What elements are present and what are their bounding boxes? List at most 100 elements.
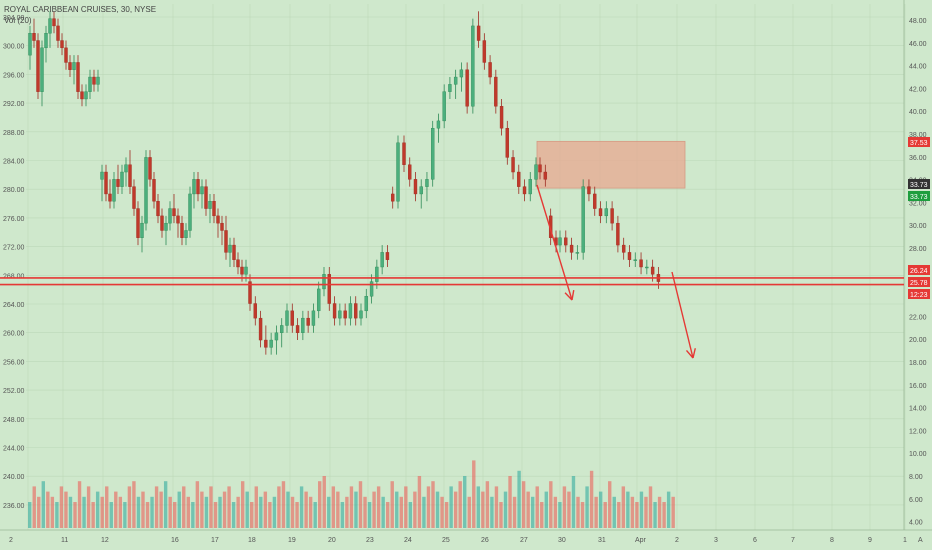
x-axis-tick: 9 bbox=[868, 537, 872, 544]
right-axis-tick: 8.00 bbox=[909, 474, 923, 481]
candle-body bbox=[176, 215, 180, 224]
candle-body bbox=[593, 193, 597, 209]
x-axis-tick: 19 bbox=[288, 537, 296, 544]
right-axis-tick: 44.00 bbox=[909, 64, 927, 71]
volume-bar bbox=[463, 476, 467, 528]
volume-bar bbox=[553, 496, 558, 528]
volume-bar bbox=[64, 491, 68, 528]
candle-body bbox=[112, 179, 116, 202]
candle-body bbox=[120, 171, 124, 187]
left-axis-tick: 276.00 bbox=[3, 216, 25, 223]
candle-body bbox=[375, 266, 379, 282]
volume-bar bbox=[431, 481, 435, 528]
candle-body bbox=[116, 179, 120, 187]
x-axis-tick: 11 bbox=[61, 537, 68, 544]
volume-bar bbox=[594, 496, 598, 528]
candle-body bbox=[369, 281, 374, 297]
x-axis-tick: 30 bbox=[558, 537, 566, 544]
legend-title[interactable]: ROYAL CARIBBEAN CRUISES, 30, NYSE bbox=[4, 5, 157, 14]
volume-bar bbox=[508, 476, 512, 528]
x-axis-tick: 27 bbox=[520, 537, 528, 544]
volume-bar bbox=[95, 491, 100, 528]
x-axis-tick: 31 bbox=[598, 537, 606, 544]
x-axis-tick: 12 bbox=[101, 537, 109, 544]
candle-body bbox=[148, 157, 152, 180]
right-axis-tick: 12.00 bbox=[909, 428, 927, 435]
volume-bar bbox=[141, 491, 145, 528]
volume-bar bbox=[381, 496, 385, 528]
candle-body bbox=[419, 186, 423, 195]
candle-body bbox=[220, 222, 224, 231]
candle-body bbox=[517, 171, 521, 187]
candle-body bbox=[60, 40, 64, 49]
volume-bar bbox=[177, 491, 181, 528]
volume-bar bbox=[82, 496, 86, 528]
candle-body bbox=[180, 222, 184, 238]
left-axis-tick: 260.00 bbox=[3, 331, 25, 338]
left-axis-tick: 300.00 bbox=[3, 44, 25, 51]
down-arrow-1-head bbox=[571, 290, 575, 301]
candle-body bbox=[471, 25, 475, 107]
volume-bar bbox=[485, 481, 490, 528]
candle-body bbox=[88, 76, 92, 92]
candle-body bbox=[385, 252, 390, 260]
volume-bar bbox=[345, 496, 349, 528]
volume-bar bbox=[657, 496, 662, 528]
candle-body bbox=[459, 69, 464, 78]
candle-body bbox=[164, 222, 168, 231]
x-axis-tick: 7 bbox=[791, 537, 795, 544]
right-axis-tick: 40.00 bbox=[909, 109, 927, 116]
candle-body bbox=[40, 47, 44, 92]
down-arrow-2-head bbox=[692, 348, 696, 359]
volume-bar bbox=[304, 491, 308, 528]
candle-body bbox=[188, 193, 192, 231]
volume-bar bbox=[549, 481, 553, 528]
volume-bar bbox=[191, 502, 195, 528]
candle-body bbox=[264, 339, 268, 348]
volume-bar bbox=[46, 491, 50, 528]
volume-bar bbox=[73, 502, 77, 528]
volume-bar bbox=[639, 491, 644, 528]
volume-bar bbox=[666, 491, 671, 528]
candle-body bbox=[212, 201, 216, 217]
candle-body bbox=[253, 303, 257, 319]
candle-body bbox=[343, 310, 347, 319]
candle-body bbox=[564, 237, 568, 246]
candle-body bbox=[274, 332, 279, 341]
volume-bar bbox=[648, 486, 653, 528]
candle-body bbox=[538, 164, 542, 173]
candle-body bbox=[436, 120, 441, 129]
volume-bar bbox=[503, 491, 508, 528]
candle-body bbox=[244, 266, 248, 275]
candle-body bbox=[124, 164, 128, 173]
candle-body bbox=[200, 186, 204, 195]
right-axis-tick: 4.00 bbox=[909, 520, 923, 527]
candle-body bbox=[604, 208, 609, 217]
volume-bar bbox=[603, 502, 607, 528]
candle-body bbox=[140, 222, 144, 238]
candle-body bbox=[132, 186, 136, 209]
price-badge-label: 12:23 bbox=[910, 292, 928, 299]
volume-bar bbox=[150, 496, 154, 528]
x-axis-tick: 24 bbox=[404, 537, 412, 544]
volume-bar bbox=[530, 496, 535, 528]
candle-body bbox=[402, 142, 406, 165]
volume-bar bbox=[263, 491, 268, 528]
volume-bar bbox=[662, 502, 666, 528]
legend-volume[interactable]: Vol (20) bbox=[4, 16, 32, 25]
x-axis-tick: 3 bbox=[714, 537, 718, 544]
volume-bar bbox=[635, 502, 639, 528]
volume-bar bbox=[363, 496, 367, 528]
volume-bar bbox=[562, 486, 567, 528]
x-axis-tick: 18 bbox=[248, 537, 256, 544]
volume-bar bbox=[186, 496, 190, 528]
volume-bar bbox=[136, 496, 141, 528]
volume-bar bbox=[250, 502, 254, 528]
left-axis-tick: 296.00 bbox=[3, 72, 25, 79]
volume-bar bbox=[268, 502, 272, 528]
candle-body bbox=[136, 208, 140, 238]
candle-body bbox=[408, 164, 412, 180]
candle-body bbox=[172, 208, 176, 217]
